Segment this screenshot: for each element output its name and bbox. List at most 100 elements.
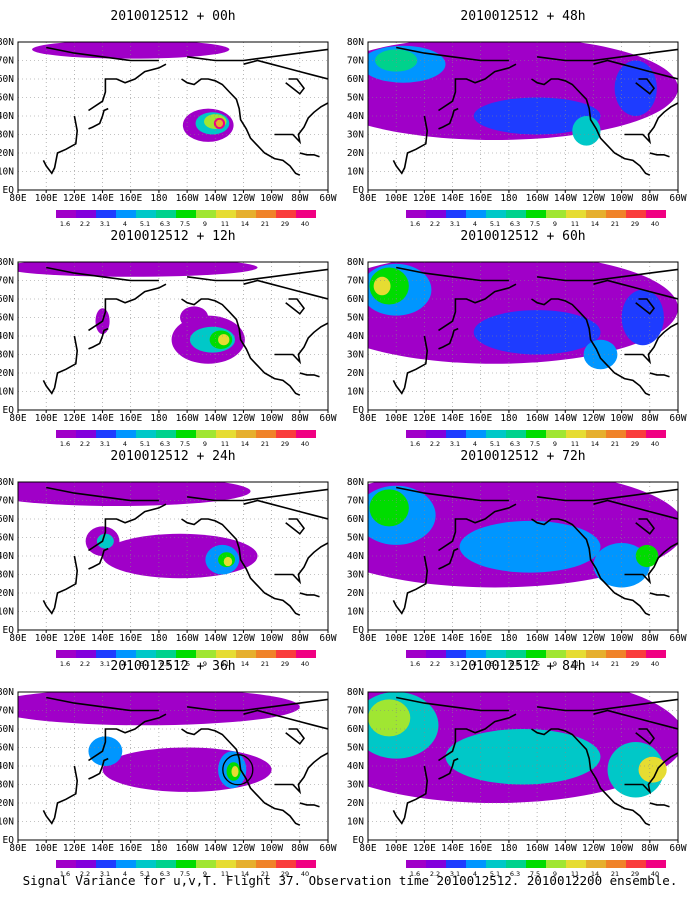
y-tick-label: EQ <box>3 835 15 846</box>
coastline <box>274 322 328 365</box>
map-frame <box>17 481 329 631</box>
coastline <box>186 268 328 282</box>
coastlines <box>392 486 678 616</box>
colorbar-swatch <box>196 650 216 658</box>
coastline <box>42 765 79 825</box>
x-tick-label: 80E <box>9 193 26 204</box>
grid <box>368 42 678 190</box>
coastline <box>438 713 517 762</box>
y-tick-label: 60N <box>347 74 364 85</box>
y-tick-label: 50N <box>0 533 14 544</box>
y-tick-label: 20N <box>0 798 14 809</box>
x-tick-label: 160E <box>119 193 142 204</box>
coastline <box>536 698 678 712</box>
coastline <box>531 298 651 396</box>
colorbar-swatch <box>76 210 96 218</box>
colorbar-label: 21 <box>261 660 269 668</box>
colorbar-swatch <box>526 430 546 438</box>
coastline <box>88 757 109 780</box>
coastline <box>536 48 678 62</box>
y-tick-label: 40N <box>347 761 364 772</box>
colorbar-label: 21 <box>611 440 619 448</box>
colorbar-swatch <box>526 860 546 868</box>
colorbar-swatch <box>296 210 316 218</box>
map-field <box>18 482 258 579</box>
colorbar-swatch <box>276 430 296 438</box>
y-tick-label: EQ <box>353 185 365 196</box>
colorbar-swatch <box>566 430 586 438</box>
coastline <box>593 279 678 300</box>
colorbar-label: 21 <box>611 660 619 668</box>
x-tick-label: 80E <box>9 843 26 854</box>
map-field <box>368 262 678 370</box>
colorbar-swatch <box>76 860 96 868</box>
x-tick-label: 120W <box>582 843 605 854</box>
coastline <box>624 752 678 795</box>
colorbar-swatch <box>626 430 646 438</box>
colorbar-swatch <box>156 210 176 218</box>
y-tick-label: 80N <box>0 687 14 698</box>
coastline <box>593 709 678 730</box>
x-tick-label: 160E <box>119 633 142 644</box>
x-tick-label: 100E <box>385 633 408 644</box>
colorbar-swatch <box>96 210 116 218</box>
x-tick-label: 120W <box>582 193 605 204</box>
x-tick-label: 100E <box>385 843 408 854</box>
panel-title: 2010012512 + 72h <box>460 449 585 464</box>
y-tick-label: EQ <box>3 405 15 416</box>
coastline <box>396 46 509 62</box>
x-tick-label: 120W <box>232 413 255 424</box>
variance-contour <box>231 766 239 778</box>
panel-title: 2010012512 + 48h <box>460 9 585 24</box>
colorbar-swatch <box>406 430 426 438</box>
x-tick-label: 60W <box>669 843 686 854</box>
colorbar-swatch <box>56 430 76 438</box>
colorbar-label: 4 <box>473 440 477 448</box>
x-tick-label: 160E <box>469 413 492 424</box>
colorbar-swatch <box>426 650 446 658</box>
colorbar-label: 7.5 <box>530 870 540 878</box>
y-tick-label: 50N <box>347 533 364 544</box>
x-tick-label: 160W <box>526 413 549 424</box>
colorbar-label: 5.1 <box>490 440 500 448</box>
y-tick-label: 40N <box>0 761 14 772</box>
x-tick-label: 180 <box>500 413 517 424</box>
colorbar-label: 40 <box>651 870 659 878</box>
colorbar-label: 7.5 <box>530 440 540 448</box>
colorbar-swatch <box>466 860 486 868</box>
colorbar-swatch <box>76 430 96 438</box>
colorbar-swatch <box>296 430 316 438</box>
y-tick-label: 30N <box>0 350 14 361</box>
coastline <box>392 335 429 395</box>
colorbar-label: 4 <box>473 220 477 228</box>
colorbar-label: 3.1 <box>450 440 460 448</box>
x-tick-label: 120E <box>63 413 86 424</box>
x-tick-label: 100W <box>260 413 283 424</box>
y-tick-label: 60N <box>0 294 14 305</box>
variance-contour <box>373 276 391 296</box>
y-tick-label: 10N <box>347 387 364 398</box>
colorbar-label: 1.6 <box>60 220 70 228</box>
coastline <box>285 728 306 745</box>
colorbar-swatch <box>76 650 96 658</box>
colorbar-label: 5.1 <box>490 660 500 668</box>
colorbar-label: 29 <box>631 660 639 668</box>
coastline <box>438 283 517 332</box>
y-tick-label: 30N <box>0 570 14 581</box>
x-tick-label: 120E <box>63 193 86 204</box>
x-tick-label: 140W <box>204 193 227 204</box>
colorbar-swatch <box>236 860 256 868</box>
colorbar-label: 14 <box>241 660 249 668</box>
variance-contour <box>18 482 251 507</box>
y-tick-label: 70N <box>347 706 364 717</box>
colorbar-swatch <box>236 650 256 658</box>
colorbar-swatch <box>236 210 256 218</box>
colorbar-label: 7.5 <box>180 870 190 878</box>
colorbar-swatch <box>176 430 196 438</box>
x-tick-label: 60W <box>669 413 686 424</box>
x-tick-label: 60W <box>319 843 336 854</box>
coastline <box>593 59 678 80</box>
coastlines <box>392 46 678 176</box>
x-tick-label: 100W <box>610 193 633 204</box>
coastline <box>635 728 656 745</box>
